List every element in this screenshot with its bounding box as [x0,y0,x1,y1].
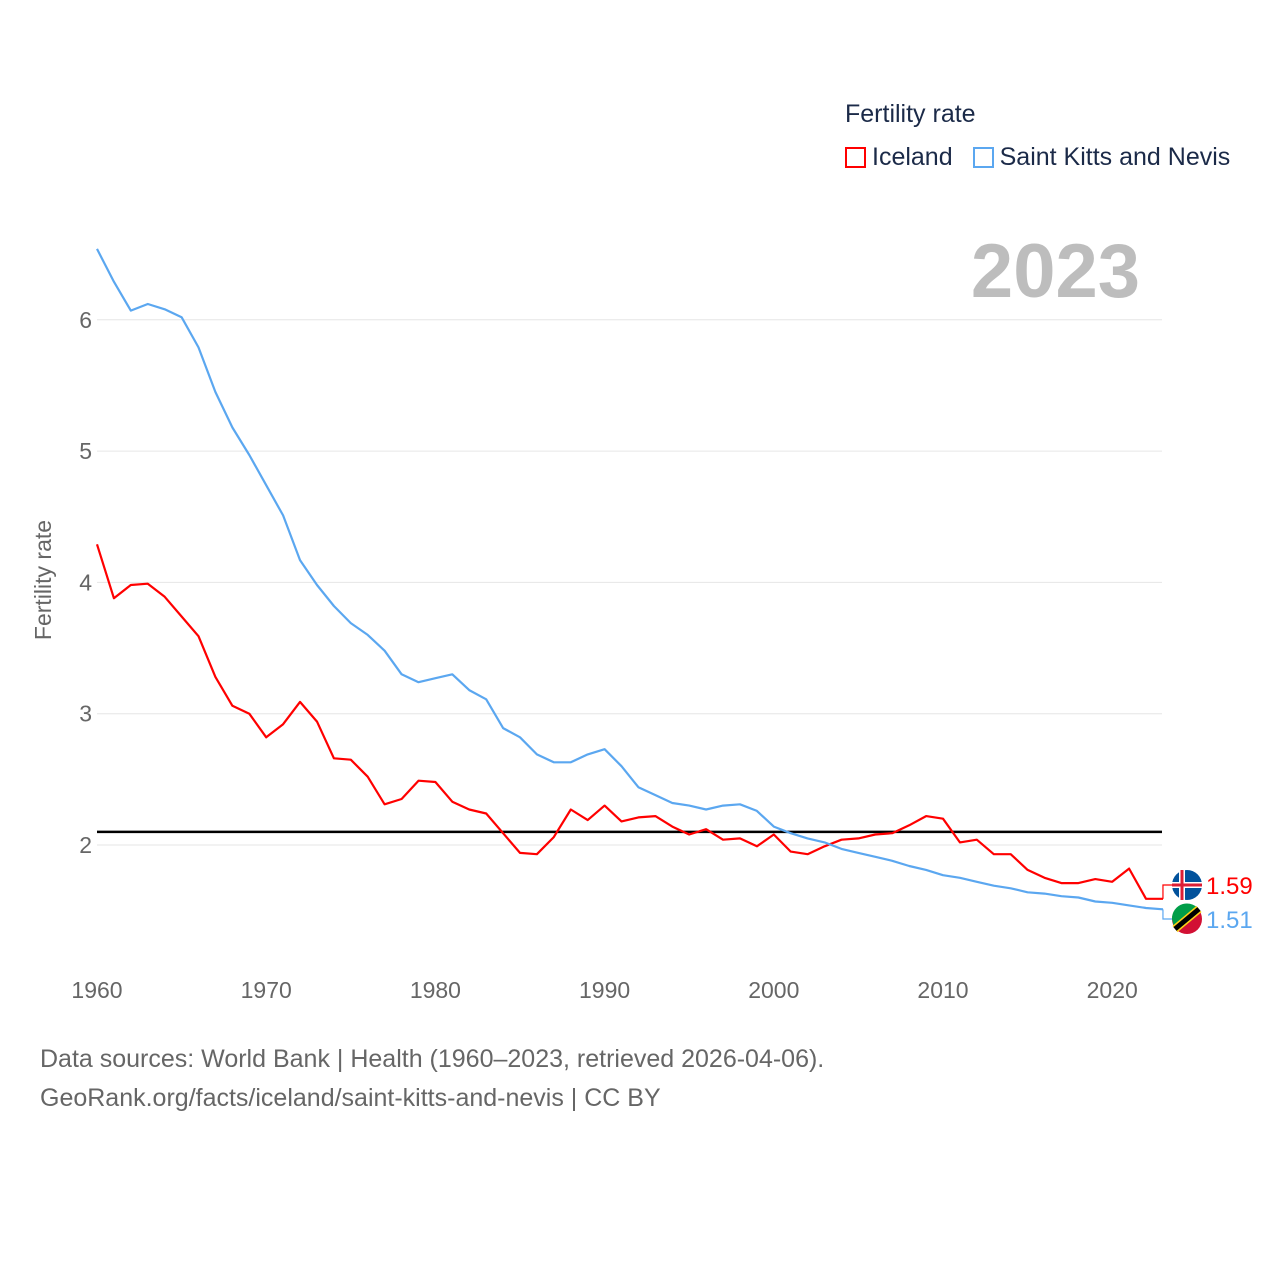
x-tick-label: 1980 [410,977,461,1003]
legend-swatch-iceland [845,147,866,168]
x-tick-label: 2000 [748,977,799,1003]
flag-cross [1180,870,1184,900]
legend-item-iceland[interactable]: Iceland [845,143,953,172]
y-tick-label: 6 [79,307,92,333]
legend-item-saint-kitts[interactable]: Saint Kitts and Nevis [972,143,1231,172]
end-connector [1162,884,1172,899]
end-value-label: 1.51 [1206,907,1253,934]
source-link[interactable]: GeoRank.org/facts/iceland/saint-kitts-an… [40,1084,661,1112]
x-tick-label: 1970 [241,977,292,1003]
y-tick-label: 5 [79,438,92,464]
series-line-0 [95,543,1163,900]
legend: Iceland Saint Kitts and Nevis [845,143,1230,172]
x-tick-label: 1990 [579,977,630,1003]
legend-swatch-saint-kitts [972,147,994,168]
x-tick-label: 2020 [1087,977,1138,1003]
y-axis-label: Fertility rate [30,520,56,640]
x-tick-label: 1960 [71,977,122,1003]
source-line: Data sources: World Bank | Health (1960–… [40,1045,825,1073]
series-line-1 [96,248,1164,911]
flag-stripe [1173,907,1201,931]
y-tick-label: 4 [79,569,92,595]
year-label: 2023 [970,229,1140,314]
x-tick-label: 2010 [917,977,968,1003]
end-connector [1162,909,1172,920]
legend-label: Iceland [872,143,953,171]
legend-title: Fertility rate [845,100,976,128]
legend-label: Saint Kitts and Nevis [999,143,1231,171]
flag-cross [1172,883,1202,887]
end-value-label: 1.59 [1206,873,1253,900]
y-tick-label: 3 [79,701,92,727]
y-tick-label: 2 [79,832,92,858]
